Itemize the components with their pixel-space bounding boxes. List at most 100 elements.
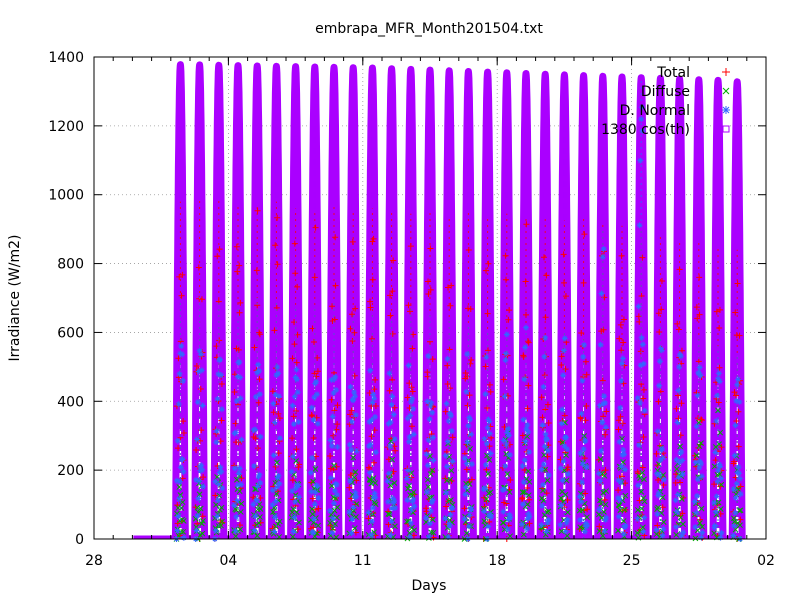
series-2-point (371, 490, 378, 497)
series-2-point (557, 465, 564, 472)
series-0-point (677, 432, 684, 439)
series-1-point (525, 492, 532, 499)
series-0-point (462, 369, 469, 376)
legend-label: 1380 cos(th) (601, 122, 690, 138)
series-1-point (504, 471, 511, 477)
series-0-point (603, 408, 610, 415)
series-2-point (252, 513, 259, 520)
series-1-point (289, 533, 296, 540)
series-2-point (715, 467, 722, 474)
series-2-point (406, 433, 413, 440)
series-cos-day-curve (690, 76, 708, 540)
series-1-point (256, 501, 263, 508)
series-2-point (617, 479, 624, 486)
series-2-point (578, 410, 585, 417)
series-2-point (638, 334, 645, 341)
x-tick-label: 11 (354, 553, 372, 569)
series-2-point (327, 475, 334, 482)
series-2-point (673, 508, 680, 515)
series-1-point (486, 457, 493, 463)
series-2-point (660, 526, 667, 533)
series-2-point (392, 504, 399, 511)
series-0-point (655, 310, 662, 317)
series-2-point (269, 501, 276, 508)
series-1-point (257, 514, 263, 520)
series-0-point (269, 388, 276, 395)
series-2-point (714, 478, 721, 485)
series-2-point (255, 367, 262, 374)
series-1-point (717, 506, 724, 512)
series-1-point (616, 502, 623, 509)
series-cos-day-curve (613, 73, 631, 540)
series-1-point (176, 484, 183, 490)
series-0-point (615, 417, 622, 424)
series-2-point (429, 497, 436, 504)
series-1-point (388, 438, 394, 445)
series-1-point (447, 476, 454, 483)
series-2-point (333, 481, 340, 488)
series-0-point (598, 328, 605, 335)
series-2-point (560, 347, 567, 354)
series-cos-day-curve (728, 78, 746, 540)
series-0-point (349, 311, 356, 318)
series-2-point (564, 516, 571, 523)
series-0-point (713, 308, 720, 315)
series-2-point (449, 458, 456, 465)
series-1-point (289, 509, 296, 516)
series-2-point (596, 506, 603, 513)
series-2-point (676, 459, 683, 466)
series-1-point (692, 535, 699, 542)
series-2-point (718, 475, 725, 482)
series-0-point (311, 338, 318, 345)
series-2-point (730, 532, 737, 539)
series-0-point (372, 376, 379, 383)
series-1-point (677, 514, 684, 521)
series-0-point (447, 302, 454, 309)
series-2-point (427, 507, 434, 514)
series-2-point (309, 528, 316, 535)
series-1-point (194, 504, 201, 511)
series-0-point (503, 276, 510, 283)
series-2-point (296, 494, 303, 501)
series-0-point (653, 450, 660, 457)
series-2-point (196, 477, 203, 484)
series-2-point (238, 436, 245, 443)
series-2-point (487, 450, 494, 457)
series-2-point (540, 481, 547, 488)
series-2-point (198, 367, 205, 374)
series-2-point (696, 364, 703, 371)
series-2-point (270, 400, 277, 407)
series-2-point (390, 499, 397, 506)
series-2-point (424, 398, 431, 405)
series-1-point (254, 506, 261, 513)
series-1-point (673, 466, 680, 472)
series-2-point (292, 374, 299, 381)
series-2-point (538, 466, 545, 473)
series-1-point (712, 444, 719, 450)
series-1-point (256, 520, 262, 526)
series-1-point (653, 531, 660, 538)
series-1-point (506, 489, 513, 495)
series-0-point (615, 487, 622, 494)
series-2-point (464, 351, 471, 358)
series-2-point (254, 483, 261, 490)
series-1-point (678, 496, 685, 502)
series-1-point (276, 518, 283, 525)
series-0-point (216, 246, 223, 253)
series-cos-day-curve (671, 75, 689, 540)
series-1-point (213, 501, 219, 508)
series-2-point (558, 502, 565, 509)
series-2-point (640, 360, 647, 367)
series-1-point (372, 501, 379, 508)
series-0-point (334, 421, 341, 428)
series-1-point (389, 456, 396, 463)
series-2-point (276, 435, 283, 442)
series-0-point (526, 520, 533, 527)
series-2-point (505, 425, 512, 432)
series-2-point (368, 518, 375, 525)
series-2-point (251, 527, 258, 534)
series-1-point (615, 527, 621, 534)
series-2-point (693, 423, 700, 430)
series-0-point (658, 278, 665, 285)
series-2-point (583, 464, 590, 471)
